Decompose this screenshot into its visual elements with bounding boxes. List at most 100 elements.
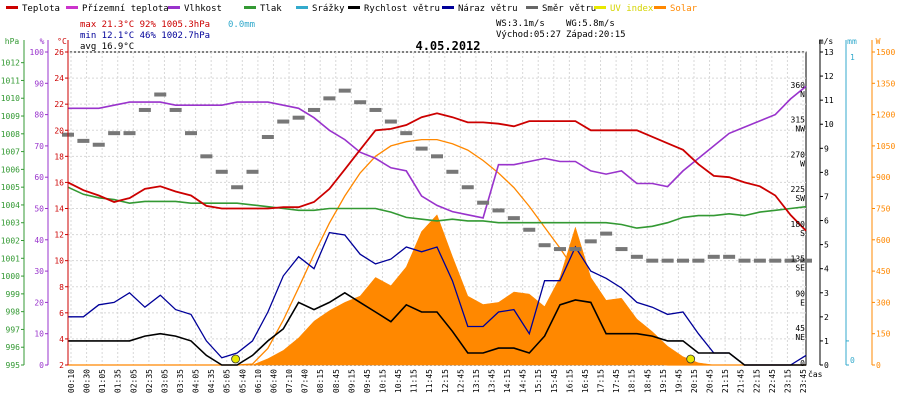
wind-direction-mark xyxy=(600,231,613,236)
axis-unit: % xyxy=(40,37,45,46)
legend-swatch xyxy=(6,6,18,9)
humidity-line xyxy=(68,85,807,219)
x-tick-label: 23:45 xyxy=(799,369,808,393)
y-tick-label: 1008 xyxy=(1,130,20,139)
wind-direction-mark xyxy=(492,208,505,213)
legend-swatch xyxy=(348,6,360,9)
direction-tick-label: N xyxy=(800,90,805,99)
y-tick-label: 30 xyxy=(34,267,44,276)
x-tick-label: 13:45 xyxy=(488,369,497,393)
wind-direction-mark xyxy=(384,119,397,124)
wind-direction-mark xyxy=(246,169,259,174)
direction-tick-label: 315 xyxy=(791,116,806,125)
y-tick-label: 1003 xyxy=(1,219,20,228)
x-tick-label: 05:40 xyxy=(238,369,247,393)
x-tick-label: 05:05 xyxy=(223,369,232,393)
x-tick-label: 01:35 xyxy=(114,369,123,393)
direction-tick-label: 45 xyxy=(795,324,805,333)
axis-unit: hPa xyxy=(5,37,20,46)
y-tick-label: 1006 xyxy=(1,165,20,174)
direction-tick-label: 270 xyxy=(791,150,806,159)
y-tick-label: 1200 xyxy=(876,111,895,120)
y-tick-label: 7 xyxy=(824,192,829,201)
chart-title: 4.05.2012 xyxy=(415,39,480,53)
wind-direction-mark xyxy=(507,216,520,221)
legend-label: Srážky xyxy=(312,4,345,14)
y-tick-label: 1012 xyxy=(1,59,20,68)
wind-direction-mark xyxy=(215,169,228,174)
direction-tick-label: NE xyxy=(795,333,805,342)
wind-direction-mark xyxy=(169,107,182,112)
x-tick-label: 14:15 xyxy=(503,369,512,393)
legend: Teplota Přízemní teplota Vlhkost Tlak Srážky… xyxy=(6,4,698,14)
x-tick-label: 17:15 xyxy=(597,369,606,393)
x-tick-label: 22:45 xyxy=(768,369,777,393)
wind-direction-mark xyxy=(646,258,659,263)
x-tick-label: 04:35 xyxy=(207,369,216,393)
x-tick-label: 01:05 xyxy=(98,369,107,393)
y-tick-label: 996 xyxy=(6,343,21,352)
x-tick-label: 12:45 xyxy=(456,369,465,393)
y-tick-label: 9 xyxy=(824,144,829,153)
stats-max-rain: 0.0mm xyxy=(228,20,255,30)
x-tick-label: 02:35 xyxy=(145,369,154,393)
x-tick-label: 11:45 xyxy=(425,369,434,393)
wind-direction-mark xyxy=(692,258,705,263)
legend-label: Náraz větru xyxy=(458,4,518,14)
y-tick-label: 1001 xyxy=(1,254,20,263)
wind-direction-mark xyxy=(369,107,382,112)
y-tick-label: 24 xyxy=(54,74,64,83)
x-tick-label: 16:15 xyxy=(565,369,574,393)
direction-tick-label: SE xyxy=(795,264,805,273)
wind-direction-mark xyxy=(569,247,582,252)
y-tick-label: 2 xyxy=(59,361,64,370)
legend-swatch xyxy=(244,6,256,9)
wind-direction-mark xyxy=(523,227,536,232)
wind-direction-mark xyxy=(308,107,320,112)
stats-wg: WG:5.8m/s xyxy=(566,19,615,29)
wind-direction-mark xyxy=(661,258,674,263)
wind-direction-mark xyxy=(292,115,305,120)
y-tick-label: 1000 xyxy=(1,272,20,281)
wind-direction-mark xyxy=(769,258,782,263)
wind-direction-mark xyxy=(415,146,428,151)
y-tick-label: 12 xyxy=(824,72,834,81)
y-tick-label: 10 xyxy=(824,120,834,129)
axes: 00:10 00:30 01:05 01:35 02:05 02:35 03:05 03:35… xyxy=(1,37,896,393)
grid xyxy=(67,51,807,366)
y-tick-label: 300 xyxy=(876,298,891,307)
wind-direction-mark xyxy=(784,258,797,263)
y-tick-label: 6 xyxy=(59,309,64,318)
legend-swatch xyxy=(66,6,78,9)
y-tick-label: 22 xyxy=(54,100,64,109)
y-tick-label: 1050 xyxy=(876,142,895,151)
wind-direction-mark xyxy=(138,107,151,112)
y-tick-label: 1010 xyxy=(1,94,20,103)
wind-direction-mark xyxy=(277,119,290,124)
legend-label: Přízemní teplota xyxy=(82,4,169,14)
y-tick-label: 50 xyxy=(34,205,44,214)
x-tick-label: 02:05 xyxy=(129,369,138,393)
x-tick-label: 07:10 xyxy=(285,369,294,393)
y-tick-label: 8 xyxy=(59,283,64,292)
x-tick-label: 13:15 xyxy=(472,369,481,393)
y-tick-label: 14 xyxy=(54,205,64,214)
x-tick-label: 23:15 xyxy=(783,369,792,393)
wind-direction-mark xyxy=(677,258,689,263)
x-tick-label: 06:40 xyxy=(269,369,278,393)
x-tick-label: 09:15 xyxy=(347,369,356,393)
wind-direction-mark xyxy=(431,154,443,159)
wind-direction-mark xyxy=(554,247,566,252)
y-tick-label: 1 xyxy=(850,53,855,62)
solar-series xyxy=(68,138,806,366)
wind-direction-mark xyxy=(538,243,551,248)
y-tick-label: 26 xyxy=(54,48,64,57)
y-tick-label: 999 xyxy=(6,290,21,299)
y-tick-label: 70 xyxy=(34,142,44,151)
y-tick-label: 20 xyxy=(54,126,64,135)
x-tick-label: 20:45 xyxy=(706,369,715,393)
x-tick-label: 00:30 xyxy=(83,369,92,393)
legend-swatch xyxy=(296,6,308,9)
x-tick-label: 15:15 xyxy=(534,369,543,393)
y-tick-label: 8 xyxy=(824,168,829,177)
